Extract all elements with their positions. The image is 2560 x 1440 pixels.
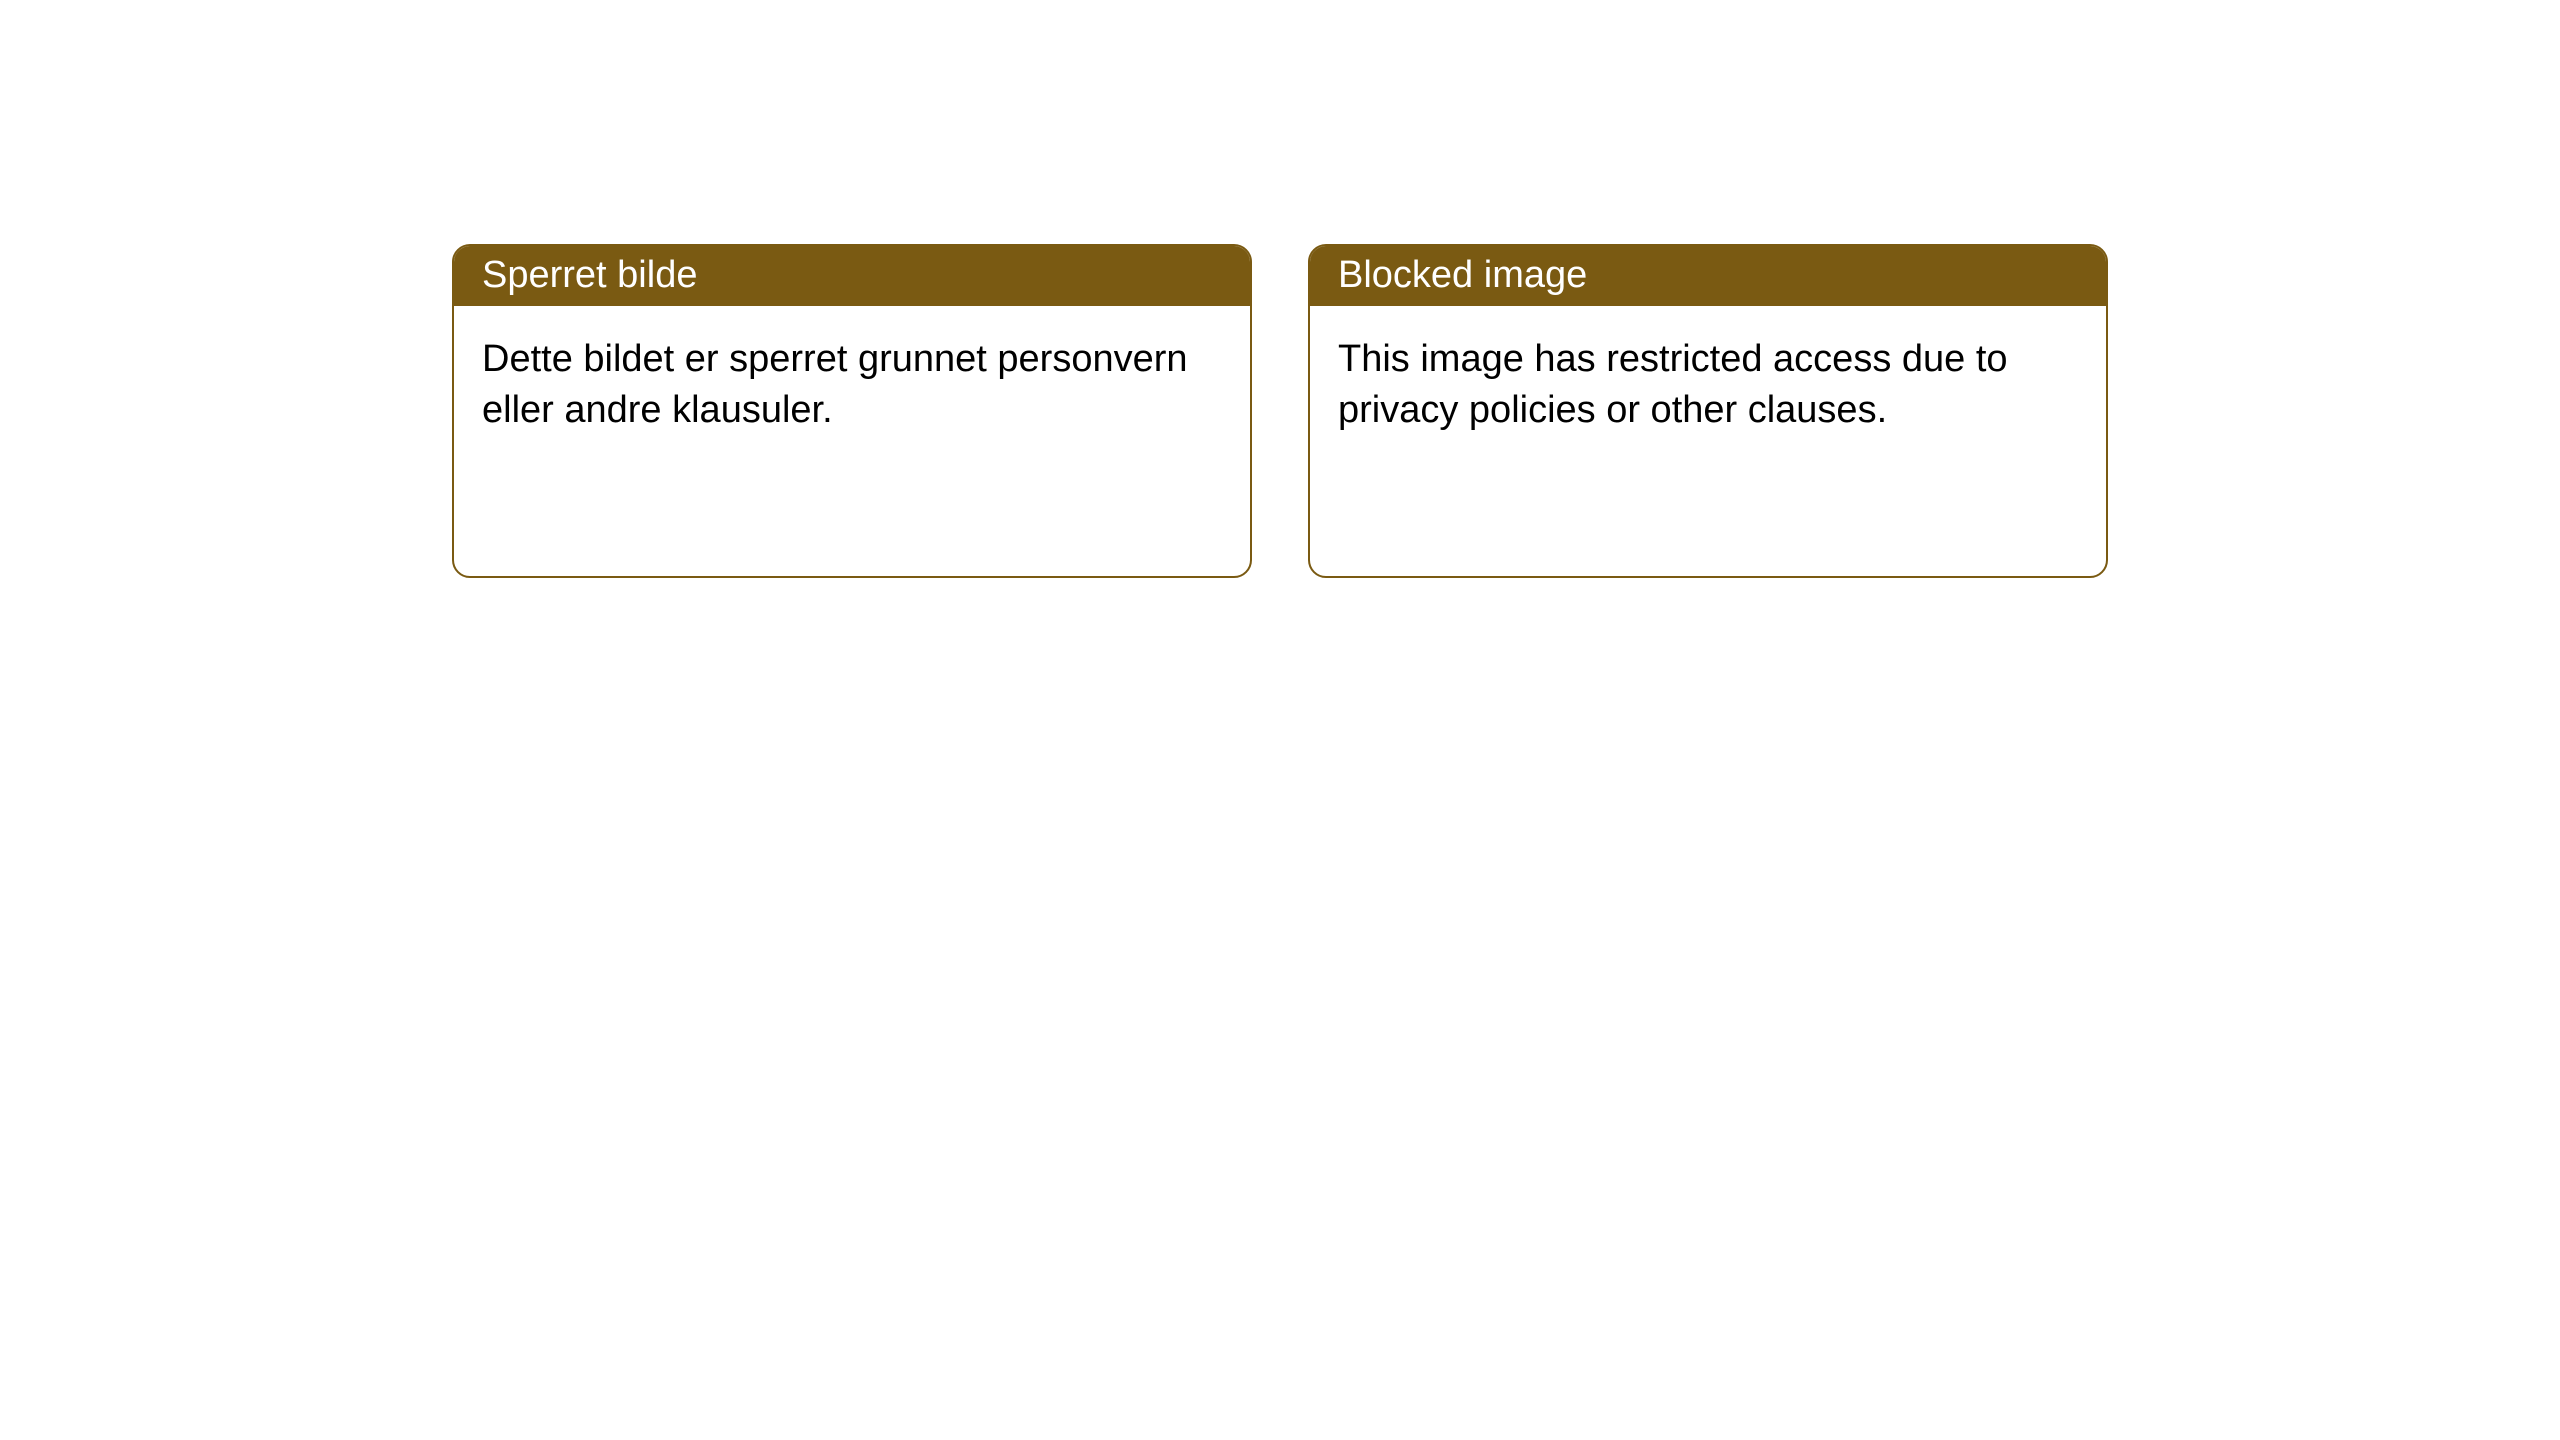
notice-header: Sperret bilde: [454, 246, 1250, 306]
notice-container: Sperret bilde Dette bildet er sperret gr…: [452, 244, 2108, 578]
notice-body: Dette bildet er sperret grunnet personve…: [454, 306, 1250, 465]
notice-body: This image has restricted access due to …: [1310, 306, 2106, 465]
notice-card-english: Blocked image This image has restricted …: [1308, 244, 2108, 578]
notice-card-norwegian: Sperret bilde Dette bildet er sperret gr…: [452, 244, 1252, 578]
notice-header: Blocked image: [1310, 246, 2106, 306]
